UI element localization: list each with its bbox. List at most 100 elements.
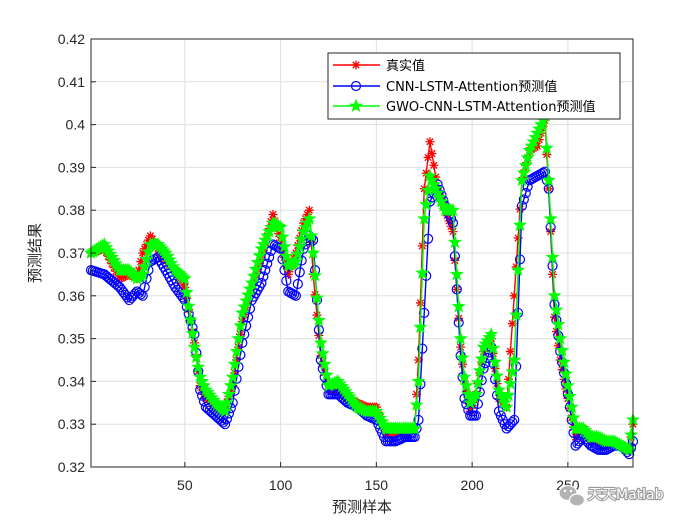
data-point-0-118	[312, 310, 322, 320]
data-point-0-219	[505, 346, 515, 356]
data-point-1-102	[281, 275, 292, 286]
y-tick-label-2: 0.34	[58, 373, 85, 389]
y-tick-label-3: 0.35	[58, 331, 85, 347]
data-point-2-76	[229, 344, 244, 358]
data-point-2-228	[520, 150, 535, 164]
data-point-0-77	[233, 342, 243, 352]
data-point-2-54	[187, 339, 202, 354]
data-point-1-91	[260, 265, 271, 276]
data-point-2-56	[191, 359, 206, 374]
data-point-2-84	[244, 275, 259, 289]
legend-label-gwo: GWO-CNN-LSTM-Attention预测值	[386, 99, 596, 115]
data-point-0-211	[490, 364, 500, 374]
x-axis-title: 预测样本	[332, 498, 392, 516]
data-point-2-282	[624, 427, 639, 441]
series-2	[84, 108, 640, 456]
data-point-0-31	[145, 231, 155, 241]
data-point-1-107	[290, 290, 302, 301]
data-point-2-251	[564, 399, 579, 414]
data-point-0-103	[283, 269, 293, 279]
data-point-2-201	[468, 386, 483, 401]
data-point-0-17	[119, 272, 129, 282]
data-point-0-222	[511, 262, 521, 272]
data-point-2-242	[547, 288, 562, 302]
data-point-1-89	[256, 277, 267, 289]
data-point-1-18	[120, 289, 131, 301]
y-tick-label-8: 0.4	[66, 117, 86, 133]
data-point-0-246	[557, 365, 567, 375]
data-point-2-78	[233, 318, 248, 332]
data-point-2-203	[472, 363, 487, 377]
legend-marker-gwo	[349, 98, 363, 112]
data-point-0-176	[423, 152, 433, 162]
data-point-2-70	[218, 404, 233, 418]
data-point-0-75	[230, 368, 240, 378]
data-point-0-48	[178, 279, 188, 289]
data-point-2-223	[511, 262, 526, 277]
y-tick-label-10: 0.42	[58, 31, 85, 47]
data-point-2-115	[304, 228, 319, 242]
data-point-1-201	[470, 410, 482, 421]
data-point-2-108	[290, 246, 305, 261]
data-point-0-242	[549, 312, 559, 322]
data-point-0-218	[504, 374, 514, 384]
data-point-2-169	[407, 421, 422, 435]
data-point-1-226	[518, 194, 529, 205]
legend: 真实值 CNN-LSTM-Attention预测值 GWO-CNN-LSTM-A…	[327, 52, 621, 120]
data-point-2-248	[558, 366, 573, 380]
data-point-0-179	[429, 160, 439, 170]
data-point-2-196	[459, 378, 474, 392]
data-point-2-99	[273, 219, 288, 234]
data-point-2-75	[227, 356, 242, 371]
data-point-2-49	[177, 271, 192, 285]
data-point-2-171	[411, 374, 426, 388]
data-point-0-73	[226, 386, 236, 396]
data-point-2-227	[518, 157, 533, 172]
data-point-2-102	[279, 248, 294, 263]
data-point-1-264	[591, 443, 602, 454]
y-tick-label-7: 0.39	[58, 159, 85, 175]
x-tick-label-3: 200	[460, 477, 484, 493]
data-point-0-18	[120, 271, 130, 281]
data-point-0-175	[421, 168, 431, 178]
data-point-2-189	[445, 202, 460, 217]
data-point-0-221	[509, 291, 519, 301]
data-point-0-50	[182, 293, 192, 303]
data-point-2-55	[189, 349, 204, 364]
data-point-1-15	[114, 282, 125, 293]
data-point-2-101	[277, 239, 292, 253]
data-point-2-212	[490, 368, 505, 382]
data-point-2-172	[413, 319, 428, 334]
data-point-1-174	[419, 307, 430, 319]
data-point-2-173	[415, 265, 430, 279]
data-point-2-88	[252, 248, 267, 262]
data-point-1-69	[218, 417, 229, 428]
data-point-0-49	[180, 282, 190, 292]
data-point-2-118	[310, 290, 324, 304]
series-1	[85, 166, 639, 460]
data-point-2-71	[219, 395, 234, 409]
data-point-0-220	[507, 319, 517, 329]
data-point-2-119	[311, 313, 326, 327]
data-point-2-72	[221, 386, 236, 401]
data-point-0-78	[235, 329, 245, 339]
data-point-2-191	[449, 267, 464, 281]
data-point-2-52	[183, 312, 198, 326]
data-point-2-170	[409, 397, 424, 411]
data-point-0-171	[413, 355, 423, 365]
data-point-2-29	[139, 252, 154, 266]
data-point-0-196	[461, 386, 471, 396]
data-point-2-194	[455, 350, 470, 364]
data-point-2-175	[419, 197, 434, 211]
data-point-2-28	[137, 259, 152, 273]
data-point-0-170	[412, 389, 422, 399]
wechat-icon	[558, 484, 586, 507]
data-point-2-210	[486, 340, 501, 355]
watermark: 天天Matlab	[558, 484, 665, 507]
data-point-0-27	[138, 248, 148, 258]
data-point-2-239	[541, 172, 556, 187]
data-point-2-204	[474, 351, 489, 365]
data-point-0-244	[553, 341, 563, 351]
data-point-2-195	[457, 369, 472, 384]
data-point-0-15	[115, 274, 125, 284]
